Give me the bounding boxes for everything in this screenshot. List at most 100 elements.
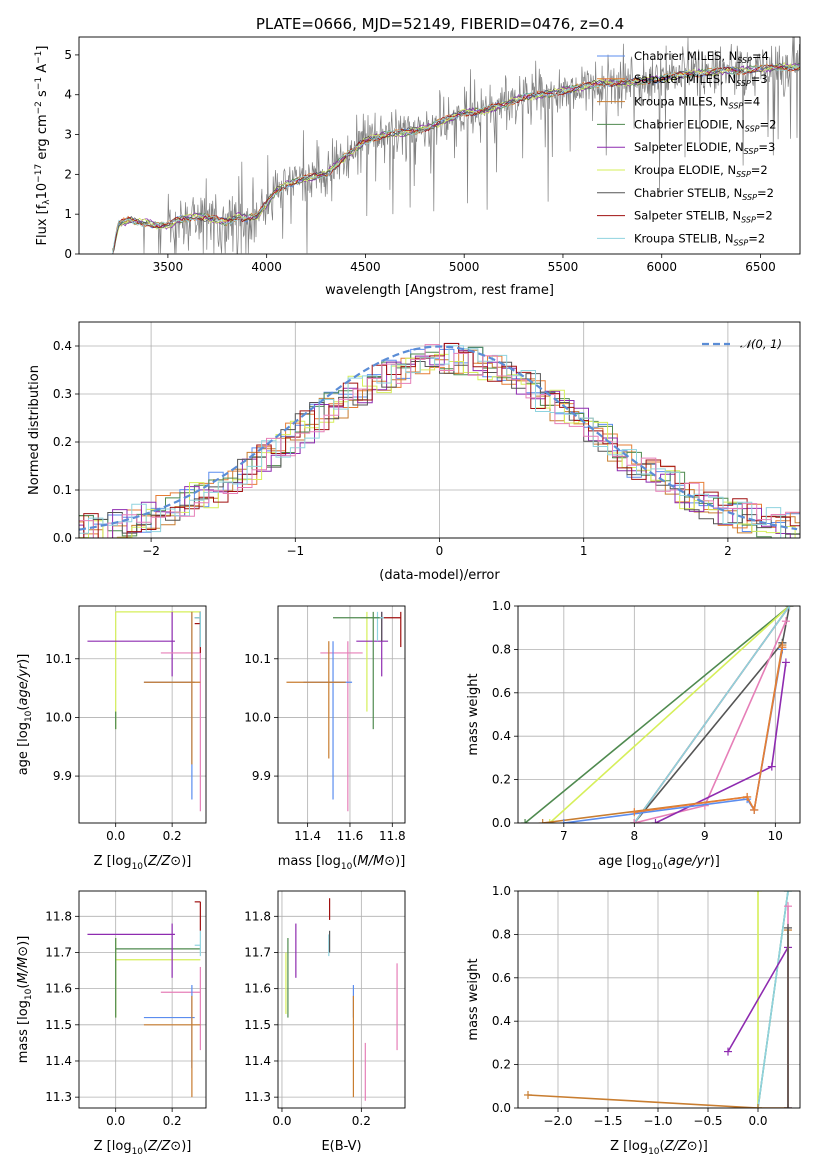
weight-line-salpeter_miles [634,647,784,813]
axis-label-part: M/M⊙ [16,946,31,984]
y-axis-label: mass weight [466,673,481,755]
y-tick-label: 1 [64,207,72,221]
y-tick-label: 0.0 [53,531,72,545]
legend-label-suffix: =2 [748,231,765,245]
axes-frame [78,36,801,255]
weight-line-kroupa_stelib [633,606,791,823]
legend-label-suffix: =2 [760,117,777,131]
point-marker [630,808,639,817]
y-axis-label-part: A [35,64,50,77]
y-axis-label-part: Flux [f [35,204,50,245]
y-tick-label: 0.6 [492,971,511,985]
y-tick-label: 0.0 [492,1101,511,1115]
weight-line-chabrier_elodie [524,606,790,823]
legend-label: Chabrier ELODIE, NSSP=2 [634,117,776,133]
axis-label: Z [log10(Z/Z⊙)] [94,1139,192,1157]
point-marker [784,902,792,911]
y-tick-label: 0.4 [53,339,72,353]
y-tick-label: 10.0 [244,710,271,724]
x-tick-label: 0.0 [272,1114,291,1128]
error-cross [115,938,201,1018]
y-tick-label: 11.3 [45,1090,72,1104]
point-marker [754,1104,762,1108]
y-axis-label-part: erg cm [35,114,50,163]
axis-label-part: age [log [16,722,31,775]
axis-label-part: 10 [648,1147,660,1157]
model-line-kroupa_elodie [112,61,800,254]
point-marker [781,617,790,626]
y-tick-label: 11.8 [45,909,72,923]
y-tick-label: 5 [64,48,72,62]
y-tick-label: 0 [64,247,72,261]
axis-label-part: ( [143,1139,148,1154]
axes-frame [277,605,406,824]
y-axis-label-part: λ [42,199,52,205]
axis-label-part: ( [16,984,31,989]
model-line-chabrier_miles [112,63,800,254]
y-tick-label: 10.1 [45,652,72,666]
axis-label-part: M/M⊙ [357,854,395,869]
x-tick-label: 0.2 [163,829,182,843]
figure-title: PLATE=0666, MJD=52149, FIBERID=0476, z=0… [256,15,624,33]
error-cross [333,611,380,730]
model-line-kroupa_stelib [112,63,800,254]
model-line-salpeter_elodie [112,63,800,254]
x-axis-label: wavelength [Angstrom, rest frame] [325,283,554,298]
point-marker [754,891,762,895]
y-tick-label: 10.0 [45,710,72,724]
x-tick-label: 11.6 [337,829,364,843]
axis-label-part: ( [16,706,31,711]
y-tick-label: 9.9 [53,769,72,783]
axes-frame [78,321,801,539]
legend-label: Salpeter MILES, NSSP=3 [634,72,768,88]
y-tick-label: 11.6 [244,982,271,996]
y-tick-label: 11.3 [244,1090,271,1104]
weight-line-kroupa_elodie [549,606,790,823]
error-cross [286,641,346,759]
error-cross [320,641,363,812]
y-axis-label-part: −2 [34,101,44,114]
x-tick-label: 7 [560,829,568,843]
axis-label-part: )] [698,1139,708,1154]
mass-vs-ebv-panel: 0.0 0.2 11.3 11.4 11.5 11.6 11.7 11.8 E(B-V) [244,890,406,1154]
axis-label-part: ( [352,854,357,869]
axis-label-part: )] [16,936,31,946]
point-marker [750,805,759,814]
legend-label: Kroupa ELODIE, NSSP=2 [634,163,768,179]
y-tick-label: 1.0 [492,884,511,898]
axis-label-part: 10 [341,862,353,872]
legend-label-sub: SSP [745,124,760,133]
y-tick-label: 0.4 [492,729,511,743]
histogram-plot-area [79,342,800,538]
gaussian-curve [79,345,798,531]
legend-entry: Kroupa ELODIE, NSSP=2 [597,163,768,179]
axes-frame [78,890,207,1109]
point-marker [724,1047,732,1056]
mass-weight-vs-age-panel: 7 8 9 10 0.0 0.2 0.4 0.6 0.8 1.0 mass weight age [l… [466,599,801,872]
x-tick-label: −1 [286,544,304,558]
y-axis-label-part: −17 [34,164,44,183]
point-marker [784,923,792,932]
error-cross [194,901,201,931]
x-tick-label: −0.5 [693,1114,722,1128]
model-line-chabrier_elodie [112,62,800,252]
histogram-step-kroupa_elodie [79,353,800,538]
x-tick-label: 4500 [350,260,381,274]
x-tick-label: 0.0 [748,1114,767,1128]
legend-label-suffix: =3 [751,72,768,86]
weight-line-chabrier_stelib [633,642,784,823]
x-tick-label: 6500 [745,260,776,274]
legend-entry: Salpeter MILES, NSSP=3 [597,72,768,88]
weight-line-kroupa_stelib [757,891,789,1108]
x-tick-label: 1 [580,544,588,558]
axis-label-part: ( [663,854,668,869]
error-cross [87,611,175,677]
legend-entry: Chabrier ELODIE, NSSP=2 [597,117,776,133]
x-tick-label: 0.0 [106,1114,125,1128]
axis-label-part: age/yr [16,662,31,705]
error-cross [383,611,402,648]
x-tick-label: 11.4 [294,829,321,843]
y-tick-label: 9.9 [252,769,271,783]
error-cross [115,611,201,730]
x-tick-label: 3500 [153,260,184,274]
